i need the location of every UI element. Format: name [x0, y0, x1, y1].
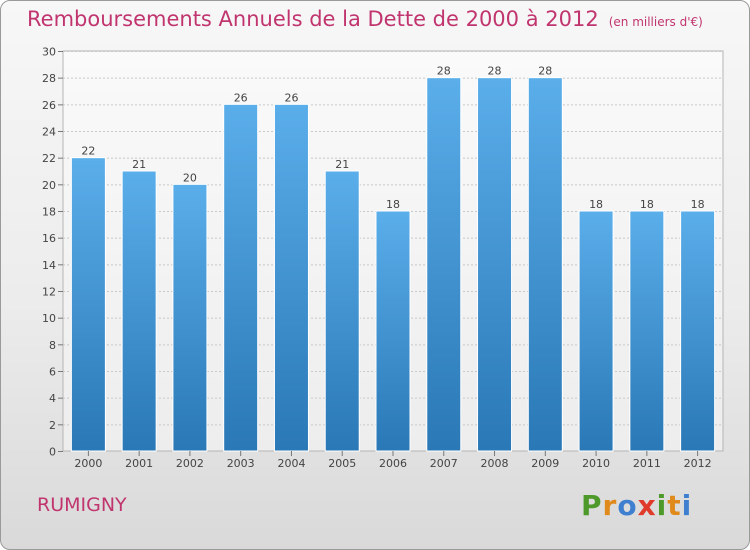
logo-letter: t	[667, 489, 682, 522]
y-tick-label: 0	[49, 446, 56, 459]
bar-value-label: 21	[335, 158, 349, 171]
logo-letter: r	[602, 489, 618, 522]
x-tick-label: 2006	[379, 457, 407, 470]
y-tick-label: 6	[49, 366, 56, 379]
bar	[578, 210, 614, 452]
x-tick-label: 2012	[684, 457, 712, 470]
bar-value-label: 26	[284, 91, 298, 104]
logo-letter: x	[637, 489, 657, 522]
y-tick-label: 30	[42, 46, 56, 59]
y-tick-label: 26	[42, 99, 56, 112]
bar-value-label: 22	[81, 145, 95, 158]
bar-value-label: 18	[640, 198, 654, 211]
bar	[426, 77, 462, 452]
x-tick-label: 2011	[633, 457, 661, 470]
bar-value-label: 21	[132, 158, 146, 171]
y-tick-label: 28	[42, 72, 56, 85]
bar	[680, 210, 716, 452]
y-tick-label: 24	[42, 126, 56, 139]
bar	[121, 170, 157, 452]
bar	[273, 103, 309, 452]
bar-value-label: 18	[386, 198, 400, 211]
commune-name: RUMIGNY	[37, 494, 127, 516]
proxiti-logo: Proxiti	[581, 489, 692, 522]
bar-value-label: 20	[183, 171, 197, 184]
bars: 22 21 20 26 26 21 18 28 28 28 18 18 18	[70, 65, 716, 452]
bar	[223, 103, 259, 452]
chart-unit: (en milliers d'€)	[608, 15, 703, 29]
x-tick-label: 2008	[481, 457, 509, 470]
bar-value-label: 18	[691, 198, 705, 211]
y-tick-label: 18	[42, 206, 56, 219]
x-tick-label: 2004	[277, 457, 305, 470]
bar-value-label: 18	[589, 198, 603, 211]
x-tick-label: 2005	[328, 457, 356, 470]
bar-value-label: 28	[437, 65, 451, 78]
bar	[375, 210, 411, 452]
x-tick-label: 2003	[227, 457, 255, 470]
x-tick-label: 2001	[125, 457, 153, 470]
bar	[324, 170, 360, 452]
bar-value-label: 26	[234, 91, 248, 104]
bar	[629, 210, 665, 452]
y-tick-label: 22	[42, 152, 56, 165]
y-tick-label: 8	[49, 339, 56, 352]
bar	[70, 157, 106, 452]
logo-letter: o	[617, 489, 638, 522]
logo-letter: i	[656, 489, 668, 522]
x-tick-label: 2010	[582, 457, 610, 470]
x-axis: 2000 2001 2002 2003 2004 2005 2006 2007 2008 2009…	[74, 451, 712, 470]
x-tick-label: 2007	[430, 457, 458, 470]
x-tick-label: 2002	[176, 457, 204, 470]
bar-value-label: 28	[488, 65, 502, 78]
logo-letter: i	[681, 489, 693, 522]
bar	[527, 77, 563, 452]
logo-letter: P	[581, 489, 603, 522]
bar	[172, 183, 208, 452]
y-tick-label: 20	[42, 179, 56, 192]
y-tick-label: 12	[42, 286, 56, 299]
y-tick-label: 4	[49, 392, 56, 405]
bar-value-label: 28	[538, 65, 552, 78]
y-tick-label: 16	[42, 232, 56, 245]
y-tick-label: 14	[42, 259, 56, 272]
x-tick-label: 2000	[74, 457, 102, 470]
y-tick-label: 2	[49, 419, 56, 432]
bar	[477, 77, 513, 452]
chart-title: Remboursements Annuels de la Dette de 20…	[27, 7, 599, 31]
x-tick-label: 2009	[531, 457, 559, 470]
y-tick-label: 10	[42, 312, 56, 325]
chart-title-block: Remboursements Annuels de la Dette de 20…	[27, 7, 703, 31]
